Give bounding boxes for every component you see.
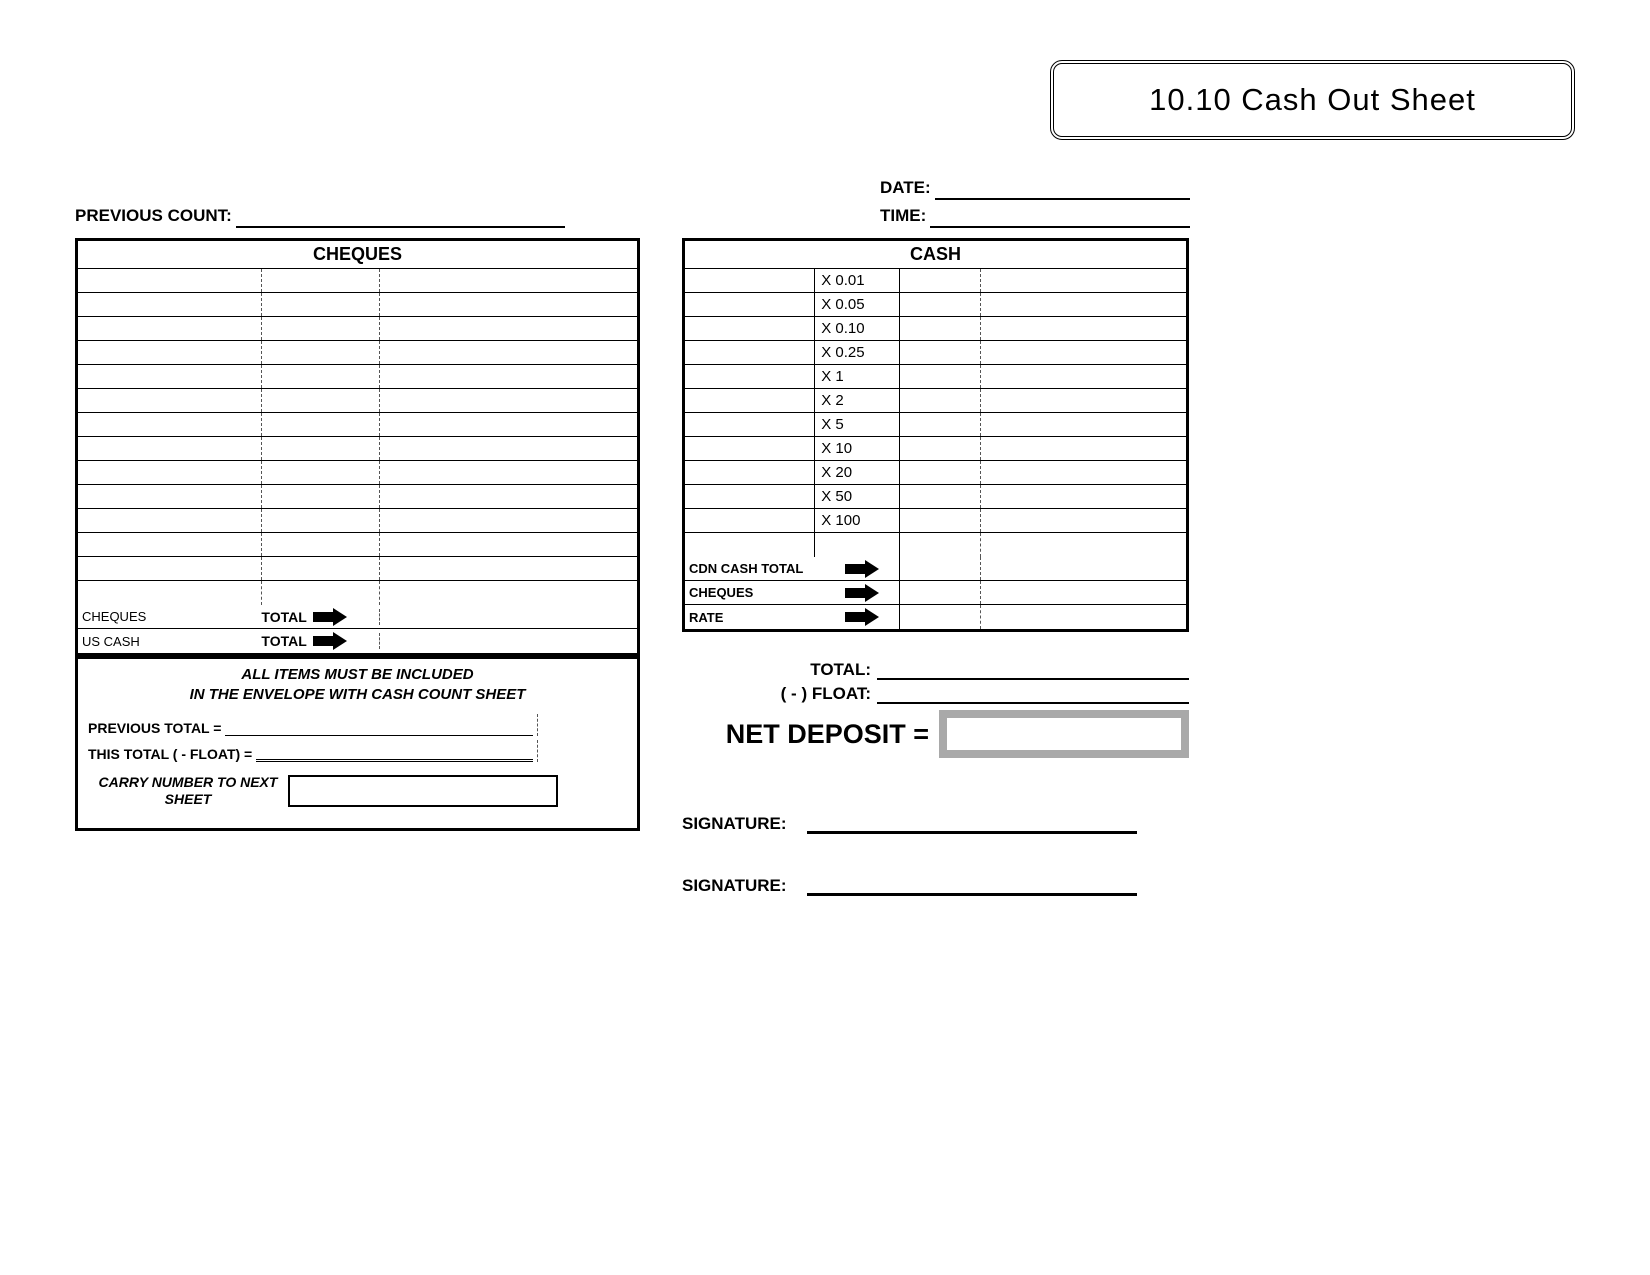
cash-denom-row[interactable]: X 0.25 (685, 341, 1186, 365)
previous-count-field: PREVIOUS COUNT: (75, 206, 565, 228)
total-label: TOTAL: (682, 660, 877, 680)
previous-count-label: PREVIOUS COUNT: (75, 206, 232, 228)
net-deposit-label: NET DEPOSIT = (682, 719, 939, 750)
cheques-row[interactable] (78, 269, 637, 293)
cheques-header: CHEQUES (78, 241, 637, 269)
cash-denom-row[interactable]: X 5 (685, 413, 1186, 437)
cheques-row[interactable] (78, 341, 637, 365)
cheques-row[interactable] (78, 413, 637, 437)
cash-denom-row[interactable]: X 10 (685, 437, 1186, 461)
cheques-total-row: CHEQUESTOTAL (78, 605, 637, 629)
date-label: DATE: (880, 178, 931, 200)
signature-row-2: SIGNATURE: (682, 872, 1137, 896)
date-field: DATE: (880, 178, 1190, 200)
page-title-box: 10.10 Cash Out Sheet (1050, 60, 1575, 140)
previous-total-row: PREVIOUS TOTAL = (88, 714, 627, 736)
arrow-icon (845, 585, 883, 601)
signature-label-2: SIGNATURE: (682, 876, 807, 896)
signature-row-1: SIGNATURE: (682, 810, 1137, 834)
arrow-icon (313, 633, 351, 649)
notes-box: ALL ITEMS MUST BE INCLUDED IN THE ENVELO… (75, 656, 640, 831)
cheques-table: CHEQUES CHEQUESTOTALUS CASHTOTAL (75, 238, 640, 656)
float-field: ( - ) FLOAT: (682, 684, 1189, 704)
cheques-row[interactable] (78, 557, 637, 581)
cheques-row[interactable] (78, 581, 637, 605)
date-line[interactable] (935, 180, 1190, 200)
cheques-row[interactable] (78, 389, 637, 413)
arrow-icon (845, 609, 883, 625)
cash-denom-row[interactable]: X 1 (685, 365, 1186, 389)
notes-title: ALL ITEMS MUST BE INCLUDED IN THE ENVELO… (88, 665, 627, 704)
signature-line-1[interactable] (807, 810, 1137, 834)
cash-total-row: RATE (685, 605, 1186, 629)
cheques-total-row: US CASHTOTAL (78, 629, 637, 653)
previous-total-line[interactable] (225, 718, 533, 736)
cheques-row[interactable] (78, 461, 637, 485)
cash-out-sheet-page: 10.10 Cash Out Sheet DATE: TIME: PREVIOU… (0, 0, 1650, 1275)
cash-total-row: CHEQUES (685, 581, 1186, 605)
previous-total-label: PREVIOUS TOTAL = (88, 720, 221, 736)
cheques-row[interactable] (78, 293, 637, 317)
arrow-icon (313, 609, 351, 625)
cash-blank-row[interactable] (685, 533, 1186, 557)
time-line[interactable] (930, 208, 1190, 228)
this-total-label: THIS TOTAL ( - FLOAT) = (88, 746, 252, 762)
previous-count-line[interactable] (236, 208, 565, 228)
total-line[interactable] (877, 660, 1189, 680)
cash-table: CASH X 0.01X 0.05X 0.10X 0.25X 1X 2X 5X … (682, 238, 1189, 632)
cheques-row[interactable] (78, 485, 637, 509)
cash-denom-row[interactable]: X 0.10 (685, 317, 1186, 341)
time-label: TIME: (880, 206, 926, 228)
net-deposit-box[interactable] (939, 710, 1189, 758)
cash-total-row: CDN CASH TOTAL (685, 557, 1186, 581)
carry-label: CARRY NUMBER TO NEXT SHEET (88, 774, 288, 808)
total-field: TOTAL: (682, 660, 1189, 680)
net-deposit-row: NET DEPOSIT = (682, 710, 1189, 758)
cash-denom-row[interactable]: X 2 (685, 389, 1186, 413)
float-label: ( - ) FLOAT: (682, 684, 877, 704)
signature-line-2[interactable] (807, 872, 1137, 896)
cheques-row[interactable] (78, 317, 637, 341)
cheques-row[interactable] (78, 533, 637, 557)
signature-label-1: SIGNATURE: (682, 814, 807, 834)
cheques-row[interactable] (78, 509, 637, 533)
cash-denom-row[interactable]: X 100 (685, 509, 1186, 533)
cash-denom-row[interactable]: X 50 (685, 485, 1186, 509)
time-field: TIME: (880, 206, 1190, 228)
carry-box[interactable] (288, 775, 558, 807)
arrow-icon (845, 561, 883, 577)
cash-denom-row[interactable]: X 0.05 (685, 293, 1186, 317)
float-line[interactable] (877, 684, 1189, 704)
page-title: 10.10 Cash Out Sheet (1149, 82, 1476, 118)
cheques-row[interactable] (78, 365, 637, 389)
cash-denom-row[interactable]: X 20 (685, 461, 1186, 485)
cash-header: CASH (685, 241, 1186, 269)
cash-denom-row[interactable]: X 0.01 (685, 269, 1186, 293)
this-total-line[interactable] (256, 744, 533, 762)
carry-row: CARRY NUMBER TO NEXT SHEET (88, 774, 627, 808)
this-total-row: THIS TOTAL ( - FLOAT) = (88, 740, 627, 762)
cheques-row[interactable] (78, 437, 637, 461)
